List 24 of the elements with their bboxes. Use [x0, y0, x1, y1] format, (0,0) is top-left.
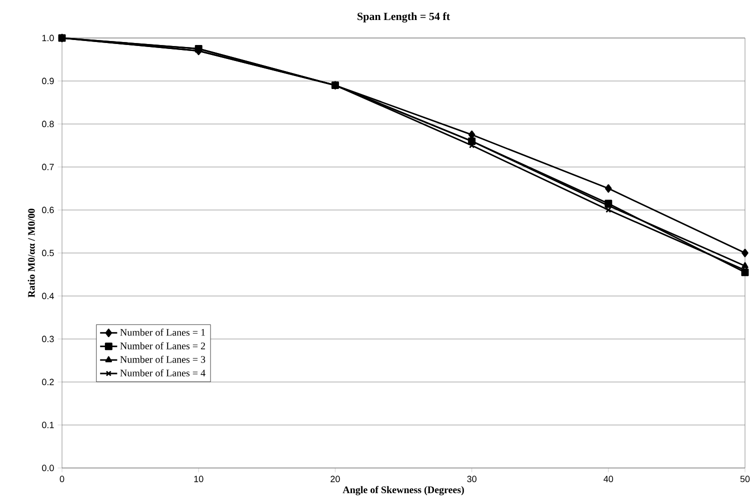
x-axis-title: Angle of Skewness (Degrees): [342, 486, 464, 496]
y-tick-label: 0.8: [42, 120, 54, 128]
y-tick-label: 0.6: [42, 206, 54, 214]
x-tick-label: 10: [194, 476, 204, 482]
legend-label: Number of Lanes = 1: [120, 328, 205, 336]
x-tick-label: 0: [60, 476, 64, 482]
y-tick-label: 0.0: [42, 464, 54, 472]
x-tick-label: 50: [740, 476, 750, 482]
y-tick-label: 0.9: [42, 78, 54, 84]
x-tick-label: 40: [604, 476, 614, 482]
y-tick-label: 0.4: [42, 292, 54, 300]
y-tick-label: 0.5: [42, 250, 54, 256]
y-tick-label: 0.3: [42, 336, 54, 342]
chart-title: Span Length = 54 ft: [358, 12, 450, 22]
legend-label: Number of Lanes = 2: [120, 342, 205, 350]
y-tick-label: 0.2: [42, 378, 54, 386]
y-tick-label: 0.7: [42, 164, 54, 170]
y-tick-label: 0.1: [42, 422, 54, 428]
y-tick-label: 1.0: [42, 34, 54, 42]
legend-label: Number of Lanes = 3: [120, 356, 206, 363]
x-tick-label: 20: [330, 476, 340, 482]
x-tick-label: 30: [467, 476, 476, 482]
y-axis-title: Ratio M0/αα / M0/00: [28, 208, 35, 298]
legend-label: Number of Lanes = 4: [120, 369, 206, 376]
